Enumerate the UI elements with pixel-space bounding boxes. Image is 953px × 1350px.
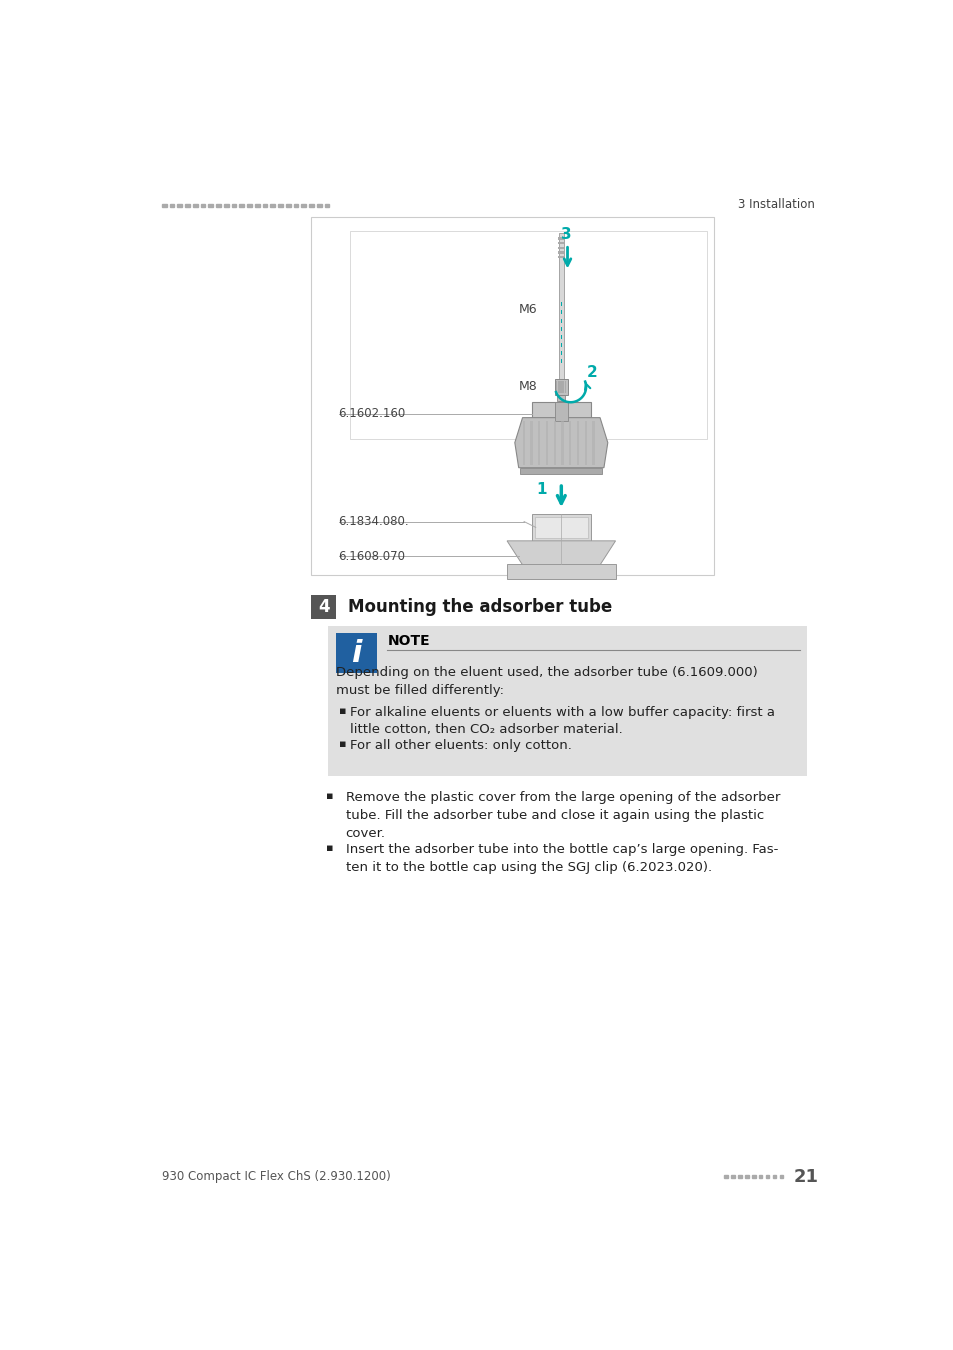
- Text: 6.1602.160: 6.1602.160: [338, 408, 405, 420]
- Bar: [519, 467, 601, 474]
- Text: 3: 3: [560, 227, 571, 242]
- Bar: [254, 204, 259, 207]
- Bar: [239, 204, 244, 207]
- Text: M6: M6: [518, 304, 537, 316]
- Text: 6.1834.080.: 6.1834.080.: [338, 516, 409, 528]
- Bar: [779, 1176, 782, 1179]
- Text: For alkaline eluents or eluents with a low buffer capacity: first a
little cotto: For alkaline eluents or eluents with a l…: [350, 706, 775, 736]
- Text: ▪: ▪: [326, 791, 334, 801]
- Bar: [200, 204, 205, 207]
- Bar: [558, 242, 564, 244]
- Bar: [559, 381, 561, 393]
- Bar: [577, 421, 578, 466]
- Bar: [553, 421, 556, 466]
- Bar: [535, 517, 587, 537]
- Bar: [560, 421, 563, 466]
- Text: M8: M8: [518, 381, 537, 393]
- Bar: [309, 204, 314, 207]
- Bar: [316, 204, 321, 207]
- Bar: [557, 394, 564, 401]
- Bar: [737, 1176, 740, 1179]
- Bar: [592, 421, 594, 466]
- Text: Mounting the adsorber tube: Mounting the adsorber tube: [348, 598, 612, 616]
- Bar: [558, 232, 563, 394]
- Bar: [723, 1176, 727, 1179]
- Bar: [247, 204, 252, 207]
- Text: ▪: ▪: [338, 738, 346, 749]
- Bar: [278, 204, 282, 207]
- Bar: [162, 204, 167, 207]
- Bar: [328, 625, 806, 776]
- Text: NOTE: NOTE: [387, 634, 430, 648]
- Bar: [224, 204, 229, 207]
- Text: 2: 2: [586, 366, 598, 381]
- Text: 930 Compact IC Flex ChS (2.930.1200): 930 Compact IC Flex ChS (2.930.1200): [162, 1170, 390, 1184]
- Bar: [301, 204, 306, 207]
- Bar: [555, 379, 567, 394]
- Text: i: i: [351, 639, 361, 668]
- Bar: [216, 204, 220, 207]
- Bar: [558, 381, 559, 393]
- Bar: [270, 204, 274, 207]
- Text: ▪: ▪: [338, 706, 346, 717]
- Bar: [232, 204, 236, 207]
- Bar: [558, 251, 564, 254]
- Bar: [294, 204, 298, 207]
- Bar: [532, 402, 590, 417]
- Bar: [568, 421, 571, 466]
- Bar: [765, 1176, 769, 1179]
- Bar: [350, 231, 706, 439]
- Bar: [311, 595, 335, 620]
- Text: Depending on the eluent used, the adsorber tube (6.1609.000)
must be filled diff: Depending on the eluent used, the adsorb…: [335, 666, 758, 697]
- Bar: [744, 1176, 748, 1179]
- Bar: [558, 238, 564, 240]
- Text: 4: 4: [317, 598, 330, 616]
- Bar: [193, 204, 197, 207]
- Bar: [522, 421, 524, 466]
- Bar: [558, 401, 563, 406]
- Bar: [545, 421, 548, 466]
- Text: 6.1608.070: 6.1608.070: [338, 549, 405, 563]
- Text: Remove the plastic cover from the large opening of the adsorber
tube. Fill the a: Remove the plastic cover from the large …: [345, 791, 780, 840]
- Bar: [208, 204, 213, 207]
- Bar: [758, 1176, 761, 1179]
- Bar: [185, 204, 190, 207]
- Bar: [170, 204, 174, 207]
- Text: For all other eluents: only cotton.: For all other eluents: only cotton.: [350, 738, 572, 752]
- Bar: [751, 1176, 755, 1179]
- Text: 1: 1: [537, 482, 547, 497]
- Bar: [286, 204, 291, 207]
- Polygon shape: [507, 541, 615, 579]
- Bar: [177, 204, 182, 207]
- Bar: [262, 204, 267, 207]
- Bar: [335, 633, 376, 674]
- Bar: [556, 381, 557, 393]
- Text: 21: 21: [793, 1168, 818, 1185]
- Bar: [507, 564, 615, 579]
- Bar: [564, 381, 565, 393]
- Bar: [558, 247, 564, 248]
- Bar: [311, 217, 714, 575]
- Bar: [324, 204, 329, 207]
- Text: ▪: ▪: [326, 844, 334, 853]
- Bar: [584, 421, 586, 466]
- Text: 3 Installation: 3 Installation: [738, 198, 815, 211]
- Text: Insert the adsorber tube into the bottle cap’s large opening. Fas-
ten it to the: Insert the adsorber tube into the bottle…: [345, 844, 777, 875]
- Bar: [537, 421, 539, 466]
- Bar: [562, 381, 563, 393]
- Bar: [530, 421, 532, 466]
- Bar: [558, 256, 564, 258]
- Bar: [532, 514, 590, 541]
- Bar: [555, 402, 567, 421]
- Polygon shape: [515, 417, 607, 467]
- Bar: [730, 1176, 734, 1179]
- Bar: [772, 1176, 776, 1179]
